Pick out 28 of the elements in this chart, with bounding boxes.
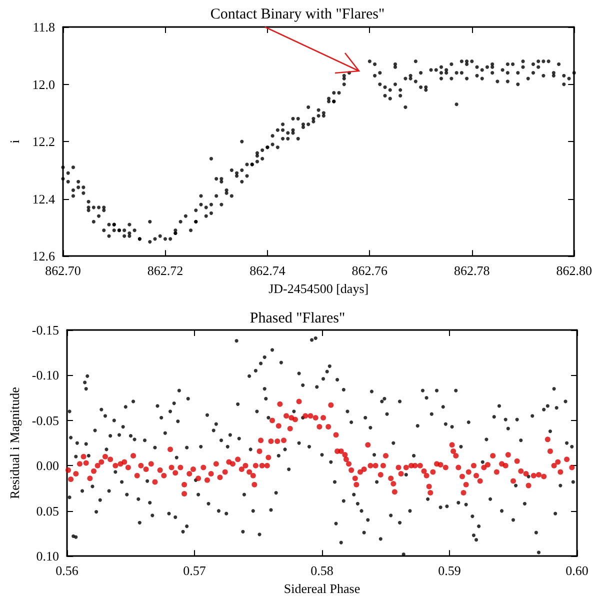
y-tick-label: 12.6 [32, 248, 56, 264]
y-tick-label: -0.05 [32, 412, 59, 428]
x-tick-label: 862.74 [250, 263, 286, 278]
x-tick-label: 862.72 [147, 263, 184, 278]
x-tick-label: 862.76 [352, 263, 388, 278]
x-tick-label: 0.58 [310, 563, 334, 578]
x-axis-title: JD-2454500 [days] [268, 281, 369, 296]
y-tick-label: 12.2 [32, 134, 55, 150]
y-tick-label: 0.05 [36, 503, 59, 518]
x-tick-label: 0.60 [566, 563, 588, 578]
y-axis-title: i [7, 139, 22, 144]
y-tick-label: 0.00 [36, 458, 59, 474]
y-tick-label: 12.0 [32, 76, 55, 92]
x-axis-title: Sidereal Phase [284, 581, 360, 596]
x-tick-label: 0.57 [183, 563, 206, 578]
x-tick-label: 0.59 [438, 563, 461, 578]
x-tick-label: 862.80 [556, 263, 592, 278]
y-tick-label: -0.10 [32, 368, 59, 383]
y-axis-title: Residual i Magnitude [7, 386, 22, 500]
x-tick-label: 862.70 [45, 263, 81, 278]
y-tick-label: 0.10 [36, 548, 59, 564]
y-tick-label: 11.8 [32, 20, 55, 34]
chart-title: Contact Binary with "Flares" [210, 6, 385, 22]
y-tick-label: -0.15 [32, 322, 59, 338]
y-tick-label: 12.4 [32, 191, 56, 206]
chart-title: Phased "Flares" [250, 310, 346, 326]
x-tick-label: 862.78 [454, 263, 490, 278]
x-tick-label: 0.56 [56, 563, 79, 578]
